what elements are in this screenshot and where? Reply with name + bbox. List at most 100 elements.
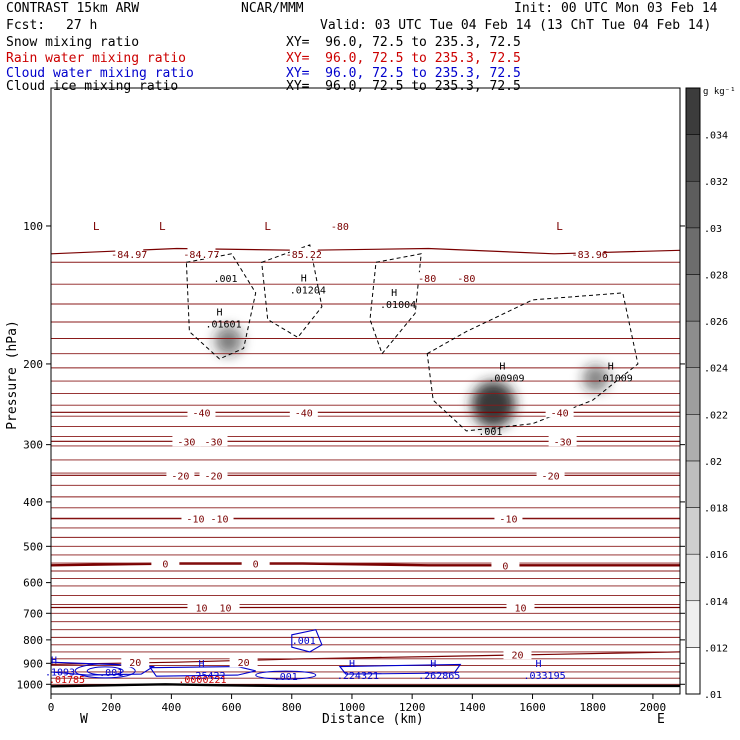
y-tick-label: 400: [23, 496, 43, 509]
cloud-water-contour-label: .001: [274, 672, 298, 683]
x-axis-title: Distance (km): [322, 712, 424, 727]
temperature-label-bg: [172, 435, 201, 447]
temperature-label: -80: [457, 274, 475, 285]
temperature-contour: [51, 562, 680, 567]
temperature-label: -80: [331, 222, 349, 233]
colorbar-frame: [685, 87, 701, 695]
x-tick-label: 800: [282, 701, 302, 714]
x-axis-west-label: W: [80, 712, 88, 727]
cloud-water-contour: [291, 629, 323, 653]
temperature-label-bg: [506, 601, 535, 613]
colorbar-swatch: [685, 320, 701, 368]
x-tick-label: 1000: [339, 701, 366, 714]
colorbar-tick-label: .02: [704, 457, 722, 468]
temperature-label: -40: [551, 408, 569, 419]
temperature-label-bg: [548, 435, 577, 447]
cloud-water-max-marker: H: [51, 656, 57, 667]
colorbar-swatch: [685, 227, 701, 275]
temperature-label-bg: [187, 601, 216, 613]
x-tick-label: 600: [222, 701, 242, 714]
cloud-ice-contour-label: .001: [214, 274, 238, 285]
colorbar-unit: g kg⁻¹: [703, 87, 736, 97]
cloud-water-max-marker: H: [349, 659, 355, 670]
temperature-label: -10: [186, 515, 204, 526]
cloud-water-max-marker: H: [430, 659, 436, 670]
y-tick-label: 1000: [17, 678, 44, 691]
colorbar-swatch: [685, 600, 701, 648]
temperature-label-bg: [545, 406, 574, 418]
temperature-label-bg: [289, 247, 318, 259]
source-label: NCAR/MMM: [241, 1, 304, 16]
init-time: Init: 00 UTC Mon 03 Feb 14: [514, 1, 718, 16]
cloud-water-max-value: .224321: [337, 671, 379, 682]
cloud-water-max-value: .25422: [189, 671, 225, 682]
low-marker: L: [556, 220, 563, 233]
colorbar-swatch: [685, 414, 701, 462]
y-axis-title: Pressure (hPa): [4, 320, 20, 430]
temperature-label-bg: [199, 469, 228, 481]
y-tick-label: 800: [23, 634, 43, 647]
temperature-label-bg: [181, 512, 210, 524]
colorbar-swatch: [685, 134, 701, 182]
temperature-label: -10: [211, 515, 229, 526]
temperature-label-bg: [491, 559, 520, 571]
x-tick-label: 1400: [459, 701, 486, 714]
temperature-label-bg: [494, 512, 523, 524]
y-tick-label: 200: [23, 358, 43, 371]
field-snow-name: Snow mixing ratio: [6, 35, 140, 50]
plot-frame: [50, 87, 681, 695]
temperature-label-bg: [187, 247, 216, 259]
cloud-ice-contour: [369, 253, 422, 355]
temperature-label: -80: [418, 274, 436, 285]
cloud-ice-max-marker: H: [608, 362, 614, 373]
temperature-label-bg: [503, 648, 532, 660]
rain-max-value: .0000221: [178, 675, 226, 686]
colorbar-tick-label: .032: [704, 177, 728, 188]
colorbar-swatch: [685, 507, 701, 555]
field-snow-xy: XY= 96.0, 72.5 to 235.3, 72.5: [286, 35, 521, 50]
temperature-label-bg: [241, 557, 270, 569]
cloud-ice-max-marker: H: [499, 362, 505, 373]
temperature-label: -20: [171, 471, 189, 482]
terrain-line: [51, 683, 680, 688]
x-tick-label: 1200: [399, 701, 426, 714]
low-marker: L: [264, 220, 271, 233]
temperature-label-bg: [452, 272, 481, 284]
cloud-ice-max-value: .01601: [205, 320, 241, 331]
field-cloudwater-name: Cloud water mixing ratio: [6, 66, 194, 81]
cloud-ice-contour: [426, 292, 639, 432]
temperature-label: 10: [195, 604, 207, 615]
colorbar-tick-label: .014: [704, 597, 728, 608]
temperature-label-bg: [121, 656, 150, 668]
temperature-label: -20: [542, 471, 560, 482]
x-tick-label: 1600: [519, 701, 546, 714]
temperature-label: 20: [511, 650, 523, 661]
y-tick-label: 700: [23, 607, 43, 620]
colorbar-tick-label: .028: [704, 270, 728, 281]
colorbar-tick-label: .016: [704, 550, 728, 561]
temperature-label-bg: [115, 247, 144, 259]
y-tick-label: 500: [23, 540, 43, 553]
colorbar-swatch: [685, 367, 701, 415]
temperature-label-bg: [205, 512, 234, 524]
colorbar-tick-label: .022: [704, 410, 728, 421]
temperature-label: 20: [238, 658, 250, 669]
temperature-label: -84.77: [183, 250, 219, 261]
cloud-water-max-value: .1093: [45, 668, 75, 679]
cloud-ice-max-value: .01009: [597, 374, 633, 385]
y-tick-label: 100: [23, 220, 43, 233]
x-tick-label: 1800: [579, 701, 606, 714]
y-tick-label: 600: [23, 577, 43, 590]
snow-shading-blob: [582, 364, 609, 392]
temperature-label: -20: [204, 471, 222, 482]
colorbar-swatch: [685, 180, 701, 229]
x-tick-label: 0: [48, 701, 55, 714]
temperature-label: -40: [192, 408, 210, 419]
cloud-water-max-marker: H: [198, 659, 204, 670]
colorbar-swatch: [685, 647, 701, 695]
x-tick-label: 400: [161, 701, 181, 714]
field-cloudice-xy: XY= 96.0, 72.5 to 235.3, 72.5: [286, 79, 521, 94]
cloud-water-contour: [255, 670, 317, 680]
temperature-label-bg: [325, 219, 354, 231]
